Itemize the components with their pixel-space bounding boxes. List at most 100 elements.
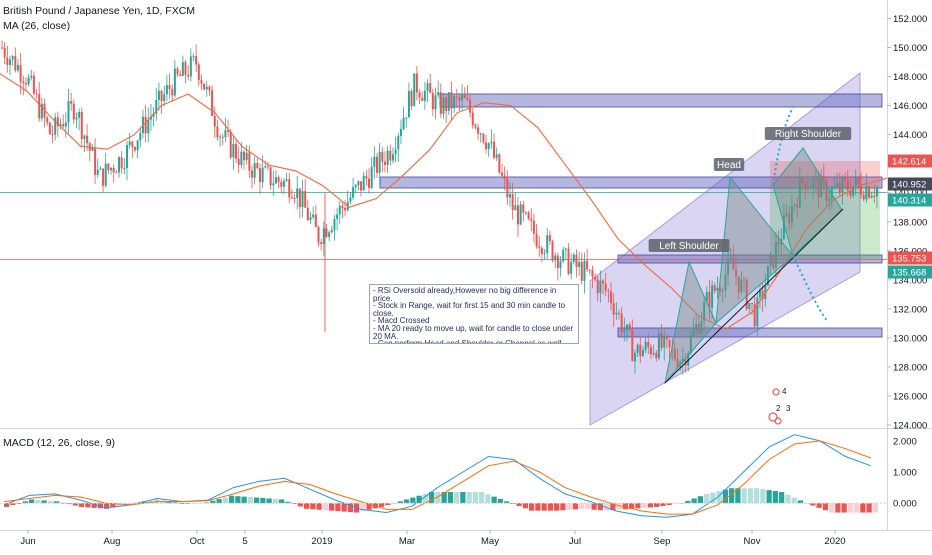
time-tick-label: May bbox=[481, 536, 499, 547]
candle bbox=[235, 143, 238, 159]
macd-histogram-bar bbox=[829, 503, 835, 513]
candle bbox=[849, 190, 852, 196]
macd-histogram-bar bbox=[454, 491, 460, 504]
candle bbox=[179, 74, 182, 76]
macd-histogram-bar bbox=[85, 503, 91, 508]
candle bbox=[86, 135, 89, 144]
ma-line bbox=[0, 73, 888, 330]
macd-histogram-bar bbox=[47, 500, 53, 504]
candle bbox=[389, 150, 392, 161]
candle bbox=[618, 312, 621, 314]
price-tag-bg bbox=[888, 177, 932, 191]
pivot-label-3: 3 bbox=[786, 404, 791, 413]
candle bbox=[120, 157, 123, 169]
macd-histogram-bar bbox=[316, 503, 322, 510]
candle bbox=[280, 181, 283, 187]
candle bbox=[282, 180, 285, 187]
candle bbox=[317, 227, 320, 243]
candle bbox=[740, 279, 743, 293]
candle bbox=[538, 246, 541, 249]
right-shoulder-label-bg bbox=[764, 127, 852, 140]
candle bbox=[272, 183, 275, 186]
candle bbox=[559, 261, 562, 269]
candle bbox=[522, 204, 525, 213]
pivot-marker bbox=[772, 388, 780, 396]
price-tick-label: 148.000 bbox=[893, 72, 927, 83]
macd-histogram-bar bbox=[816, 503, 822, 508]
candle bbox=[562, 249, 565, 262]
macd-histogram-bar bbox=[529, 503, 535, 511]
candle bbox=[578, 261, 581, 268]
candle bbox=[67, 101, 70, 123]
price-tick-label: 126.000 bbox=[893, 391, 927, 402]
candle bbox=[785, 213, 788, 216]
candle bbox=[554, 255, 557, 261]
candle bbox=[48, 122, 51, 135]
candle bbox=[96, 169, 99, 175]
candle bbox=[195, 56, 198, 65]
candle bbox=[442, 97, 445, 114]
candle bbox=[703, 301, 706, 321]
macd-histogram-bar bbox=[791, 497, 797, 504]
macd-histogram-bar bbox=[647, 503, 653, 508]
macd-histogram-bar bbox=[479, 491, 485, 504]
candle bbox=[423, 90, 426, 101]
macd-histogram-bar bbox=[466, 491, 472, 504]
candle bbox=[211, 90, 214, 117]
candle bbox=[322, 228, 325, 245]
candle bbox=[751, 303, 753, 305]
macd-histogram-bar bbox=[404, 499, 410, 504]
macd-histogram-bar bbox=[185, 503, 191, 504]
upside-target-path bbox=[772, 103, 796, 186]
candle bbox=[729, 257, 732, 259]
macd-histogram-bar bbox=[585, 503, 591, 510]
candle bbox=[184, 62, 187, 75]
candle bbox=[769, 254, 772, 266]
candle bbox=[668, 339, 671, 348]
candle bbox=[38, 93, 41, 119]
ma-legend: MA (26, close) bbox=[3, 20, 71, 32]
candle bbox=[511, 194, 514, 211]
candle bbox=[102, 168, 105, 186]
candle bbox=[793, 204, 796, 207]
candle bbox=[503, 175, 506, 179]
macd-histogram-bar bbox=[272, 498, 278, 504]
macd-histogram-bar bbox=[266, 498, 272, 504]
candle bbox=[490, 141, 493, 144]
candle bbox=[413, 73, 416, 107]
candle bbox=[314, 214, 317, 228]
macd-histogram-bar bbox=[710, 492, 716, 504]
macd-histogram-bar bbox=[497, 498, 503, 504]
candle bbox=[812, 178, 815, 188]
neckline bbox=[664, 208, 844, 384]
candle bbox=[266, 166, 269, 168]
candle bbox=[766, 265, 769, 286]
candle bbox=[570, 262, 573, 274]
candle bbox=[469, 99, 472, 113]
macd-histogram-bar bbox=[366, 503, 372, 510]
candle bbox=[277, 177, 280, 182]
candle bbox=[165, 85, 168, 95]
macd-histogram-bar bbox=[310, 503, 316, 510]
macd-histogram-bar bbox=[560, 503, 566, 511]
candle bbox=[3, 47, 6, 58]
macd-histogram-bar bbox=[22, 501, 28, 504]
candle bbox=[588, 269, 591, 271]
macd-histogram-bar bbox=[410, 497, 416, 504]
candle bbox=[139, 132, 142, 141]
candle bbox=[580, 261, 583, 281]
candle bbox=[8, 59, 11, 65]
candle bbox=[80, 111, 83, 140]
macd-histogram-bar bbox=[447, 491, 453, 504]
price-tick-label: 124.000 bbox=[893, 421, 927, 432]
candle bbox=[713, 285, 716, 291]
macd-histogram-bar bbox=[122, 503, 128, 505]
macd-histogram-bar bbox=[804, 503, 810, 504]
candle bbox=[78, 111, 81, 118]
candle bbox=[477, 127, 480, 134]
macd-histogram-bar bbox=[222, 497, 228, 504]
macd-histogram-bar bbox=[172, 502, 178, 504]
candle bbox=[24, 82, 27, 85]
candle bbox=[551, 241, 554, 261]
